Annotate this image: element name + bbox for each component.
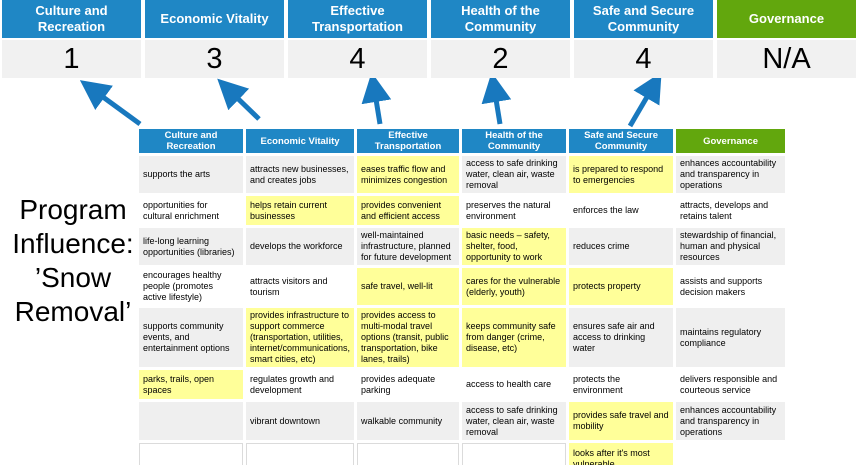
summary-col-effective-transportation: Effective Transportation 4 xyxy=(288,0,427,78)
matrix-row: vibrant downtown walkable community acce… xyxy=(139,402,786,440)
matrix-cell xyxy=(139,402,243,440)
matrix-header-row: Culture and Recreation Economic Vitality… xyxy=(139,129,786,153)
program-label-line-2: Influence: xyxy=(12,228,134,259)
summary-score-health-of-the-community: 2 xyxy=(431,40,570,78)
matrix-cell: life-long learning opportunities (librar… xyxy=(139,228,243,265)
matrix-cell: helps retain current businesses xyxy=(246,196,355,225)
summary-score-safe-and-secure-community: 4 xyxy=(574,40,713,78)
summary-header-governance: Governance xyxy=(717,0,856,38)
matrix-cell xyxy=(246,443,355,465)
matrix-cell: attracts new businesses, and creates job… xyxy=(246,156,355,193)
matrix-row: supports community events, and entertain… xyxy=(139,308,786,367)
matrix-header-economic-vitality: Economic Vitality xyxy=(246,129,355,153)
matrix-cell: opportunities for cultural enrichment xyxy=(139,196,243,225)
program-label-line-4: Removal’ xyxy=(14,296,132,327)
matrix-cell: preserves the natural environment xyxy=(462,196,567,225)
matrix-cell: supports the arts xyxy=(139,156,243,193)
matrix-cell: eases traffic flow and minimizes congest… xyxy=(357,156,460,193)
matrix-header-safe-and-secure-community: Safe and Secure Community xyxy=(569,129,674,153)
summary-header-economic-vitality: Economic Vitality xyxy=(145,0,284,38)
arrow-icon-5 xyxy=(627,78,662,128)
matrix-cell: enforces the law xyxy=(569,196,674,225)
matrix-cell: provides access to multi-modal travel op… xyxy=(357,308,460,367)
matrix-cell: reduces crime xyxy=(569,228,674,265)
matrix-cell: vibrant downtown xyxy=(246,402,355,440)
matrix-cell: stewardship of financial, human and phys… xyxy=(676,228,786,265)
arrow-icon-4 xyxy=(481,78,512,125)
matrix-cell: well-maintained infrastructure, planned … xyxy=(357,228,460,265)
matrix-cell: supports community events, and entertain… xyxy=(139,308,243,367)
matrix-cell: looks after it's most vulnerable xyxy=(569,443,674,465)
matrix-row: opportunities for cultural enrichment he… xyxy=(139,196,786,225)
matrix-cell: attracts, develops and retains talent xyxy=(676,196,786,225)
matrix-cell: walkable community xyxy=(357,402,460,440)
matrix-row: supports the arts attracts new businesse… xyxy=(139,156,786,193)
matrix-cell: assists and supports decision makers xyxy=(676,268,786,305)
summary-header-safe-and-secure-community: Safe and Secure Community xyxy=(574,0,713,38)
matrix-cell: regulates growth and development xyxy=(246,370,355,399)
matrix-cell: cares for the vulnerable (elderly, youth… xyxy=(462,268,567,305)
matrix-cell xyxy=(139,443,243,465)
matrix-cell: enhances accountability and transparency… xyxy=(676,402,786,440)
matrix-cell: provides adequate parking xyxy=(357,370,460,399)
matrix-cell xyxy=(676,443,785,465)
matrix-cell: provides infrastructure to support comme… xyxy=(246,308,355,367)
matrix-row: looks after it's most vulnerable xyxy=(139,443,785,465)
up-arrows xyxy=(79,78,662,128)
matrix-cell: attracts visitors and tourism xyxy=(246,268,355,305)
program-label-line-3: ’Snow xyxy=(34,262,112,293)
summary-col-health-of-the-community: Health of the Community 2 xyxy=(431,0,570,78)
matrix-cell: safe travel, well-lit xyxy=(357,268,460,305)
matrix-row: life-long learning opportunities (librar… xyxy=(139,228,786,265)
summary-score-culture-and-recreation: 1 xyxy=(2,40,141,78)
summary-col-safe-and-secure-community: Safe and Secure Community 4 xyxy=(574,0,713,78)
matrix-cell: basic needs – safety, shelter, food, opp… xyxy=(462,228,567,265)
summary-col-governance: Governance N/A xyxy=(717,0,856,78)
summary-score-governance: N/A xyxy=(717,40,856,78)
arrow-icon-2 xyxy=(217,78,261,121)
matrix-cell: is prepared to respond to emergencies xyxy=(569,156,674,193)
summary-header-culture-and-recreation: Culture and Recreation xyxy=(2,0,141,38)
matrix-cell: maintains regulatory compliance xyxy=(676,308,786,367)
matrix-cell: protects the environment xyxy=(569,370,674,399)
matrix-cell: access to safe drinking water, clean air… xyxy=(462,402,567,440)
summary-score-economic-vitality: 3 xyxy=(145,40,284,78)
summary-col-economic-vitality: Economic Vitality 3 xyxy=(145,0,284,78)
matrix-cell xyxy=(357,443,460,465)
matrix-header-effective-transportation: Effective Transportation xyxy=(357,129,460,153)
summary-header-effective-transportation: Effective Transportation xyxy=(288,0,427,38)
matrix-cell: parks, trails, open spaces xyxy=(139,370,243,399)
matrix-cell: provides safe travel and mobility xyxy=(569,402,674,440)
priority-matrix: Culture and Recreation Economic Vitality… xyxy=(136,126,788,465)
matrix-cell: enhances accountability and transparency… xyxy=(676,156,786,193)
arrow-icon-3 xyxy=(361,78,392,125)
matrix-cell: ensures safe air and access to drinking … xyxy=(569,308,674,367)
matrix-cell: keeps community safe from danger (crime,… xyxy=(462,308,567,367)
matrix-cell: protects property xyxy=(569,268,674,305)
matrix-cell: delivers responsible and courteous servi… xyxy=(676,370,786,399)
matrix-header-health-of-the-community: Health of the Community xyxy=(462,129,567,153)
matrix-header-culture-and-recreation: Culture and Recreation xyxy=(139,129,243,153)
summary-header-health-of-the-community: Health of the Community xyxy=(431,0,570,38)
matrix-row: parks, trails, open spaces regulates gro… xyxy=(139,370,786,399)
summary-band: Culture and Recreation 1 Economic Vitali… xyxy=(2,0,858,78)
matrix-cell: access to health care xyxy=(462,370,567,399)
matrix-row: encourages healthy people (promotes acti… xyxy=(139,268,786,305)
program-label-line-1: Program xyxy=(19,194,127,225)
matrix-cell: develops the workforce xyxy=(246,228,355,265)
program-influence-label: Program Influence: ’Snow Removal’ xyxy=(0,193,146,329)
matrix-header-governance: Governance xyxy=(676,129,786,153)
arrow-icon-1 xyxy=(79,80,142,127)
summary-col-culture-and-recreation: Culture and Recreation 1 xyxy=(2,0,141,78)
matrix-cell xyxy=(462,443,567,465)
summary-score-effective-transportation: 4 xyxy=(288,40,427,78)
matrix-cell: provides convenient and efficient access xyxy=(357,196,460,225)
matrix-cell: access to safe drinking water, clean air… xyxy=(462,156,567,193)
matrix-cell: encourages healthy people (promotes acti… xyxy=(139,268,243,305)
